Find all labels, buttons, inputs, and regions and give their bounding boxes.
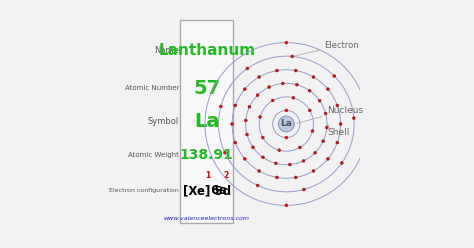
Circle shape [219, 105, 222, 108]
Circle shape [230, 123, 234, 125]
Circle shape [259, 116, 262, 119]
Circle shape [288, 163, 292, 166]
Circle shape [299, 146, 301, 149]
Text: 1: 1 [205, 171, 210, 180]
Text: Shell: Shell [327, 124, 349, 137]
Circle shape [325, 126, 328, 129]
Circle shape [256, 94, 259, 97]
Text: Name: Name [154, 46, 179, 55]
Circle shape [252, 146, 255, 149]
Circle shape [339, 123, 342, 125]
Circle shape [324, 112, 327, 115]
Circle shape [352, 117, 356, 120]
Circle shape [246, 67, 249, 70]
Text: Symbol: Symbol [148, 117, 179, 126]
Circle shape [281, 82, 284, 85]
Text: 6s: 6s [207, 184, 226, 197]
Circle shape [262, 156, 264, 159]
Circle shape [243, 157, 246, 160]
Circle shape [294, 176, 297, 179]
Circle shape [285, 136, 288, 139]
FancyBboxPatch shape [180, 20, 233, 223]
Circle shape [274, 162, 277, 165]
Text: [Xe] 5d: [Xe] 5d [183, 184, 231, 197]
Circle shape [223, 151, 227, 154]
Circle shape [234, 104, 237, 107]
Text: 138.91: 138.91 [180, 148, 234, 162]
Circle shape [308, 89, 311, 92]
Circle shape [336, 141, 339, 144]
Circle shape [268, 86, 271, 89]
Circle shape [311, 129, 314, 132]
Circle shape [336, 104, 339, 107]
Circle shape [275, 176, 278, 179]
Circle shape [312, 169, 315, 172]
Circle shape [333, 75, 336, 78]
Circle shape [285, 41, 288, 44]
Circle shape [314, 151, 317, 154]
Circle shape [318, 99, 321, 102]
Circle shape [291, 55, 294, 58]
Circle shape [258, 169, 261, 172]
Circle shape [308, 109, 311, 112]
Circle shape [312, 76, 315, 79]
Circle shape [243, 88, 246, 91]
Circle shape [292, 96, 295, 99]
Circle shape [278, 116, 294, 132]
Text: 2: 2 [223, 171, 228, 180]
Circle shape [275, 69, 278, 72]
Circle shape [322, 140, 325, 143]
Circle shape [285, 109, 288, 112]
Circle shape [327, 157, 329, 160]
Circle shape [327, 88, 329, 91]
Circle shape [278, 149, 281, 152]
Text: Lanthanum: Lanthanum [158, 42, 255, 58]
Text: La: La [194, 112, 219, 131]
Text: La: La [281, 120, 292, 128]
Circle shape [261, 136, 264, 139]
Text: Electron configuration: Electron configuration [109, 188, 179, 193]
Text: Atomic Number: Atomic Number [125, 85, 179, 91]
Circle shape [302, 159, 305, 162]
Circle shape [295, 83, 298, 86]
Circle shape [244, 119, 247, 122]
Text: Electron: Electron [295, 41, 359, 56]
Circle shape [302, 188, 305, 191]
Circle shape [294, 69, 297, 72]
Circle shape [246, 133, 248, 136]
Text: Nucleus: Nucleus [297, 106, 363, 123]
Circle shape [234, 141, 237, 144]
Text: 57: 57 [193, 79, 220, 98]
Circle shape [271, 99, 274, 102]
Circle shape [248, 105, 251, 108]
Circle shape [256, 184, 259, 187]
Circle shape [285, 204, 288, 207]
Circle shape [340, 161, 343, 164]
Text: Atomic Weight: Atomic Weight [128, 152, 179, 158]
Text: www.valenceelectrons.com: www.valenceelectrons.com [164, 217, 250, 221]
Circle shape [258, 76, 261, 79]
